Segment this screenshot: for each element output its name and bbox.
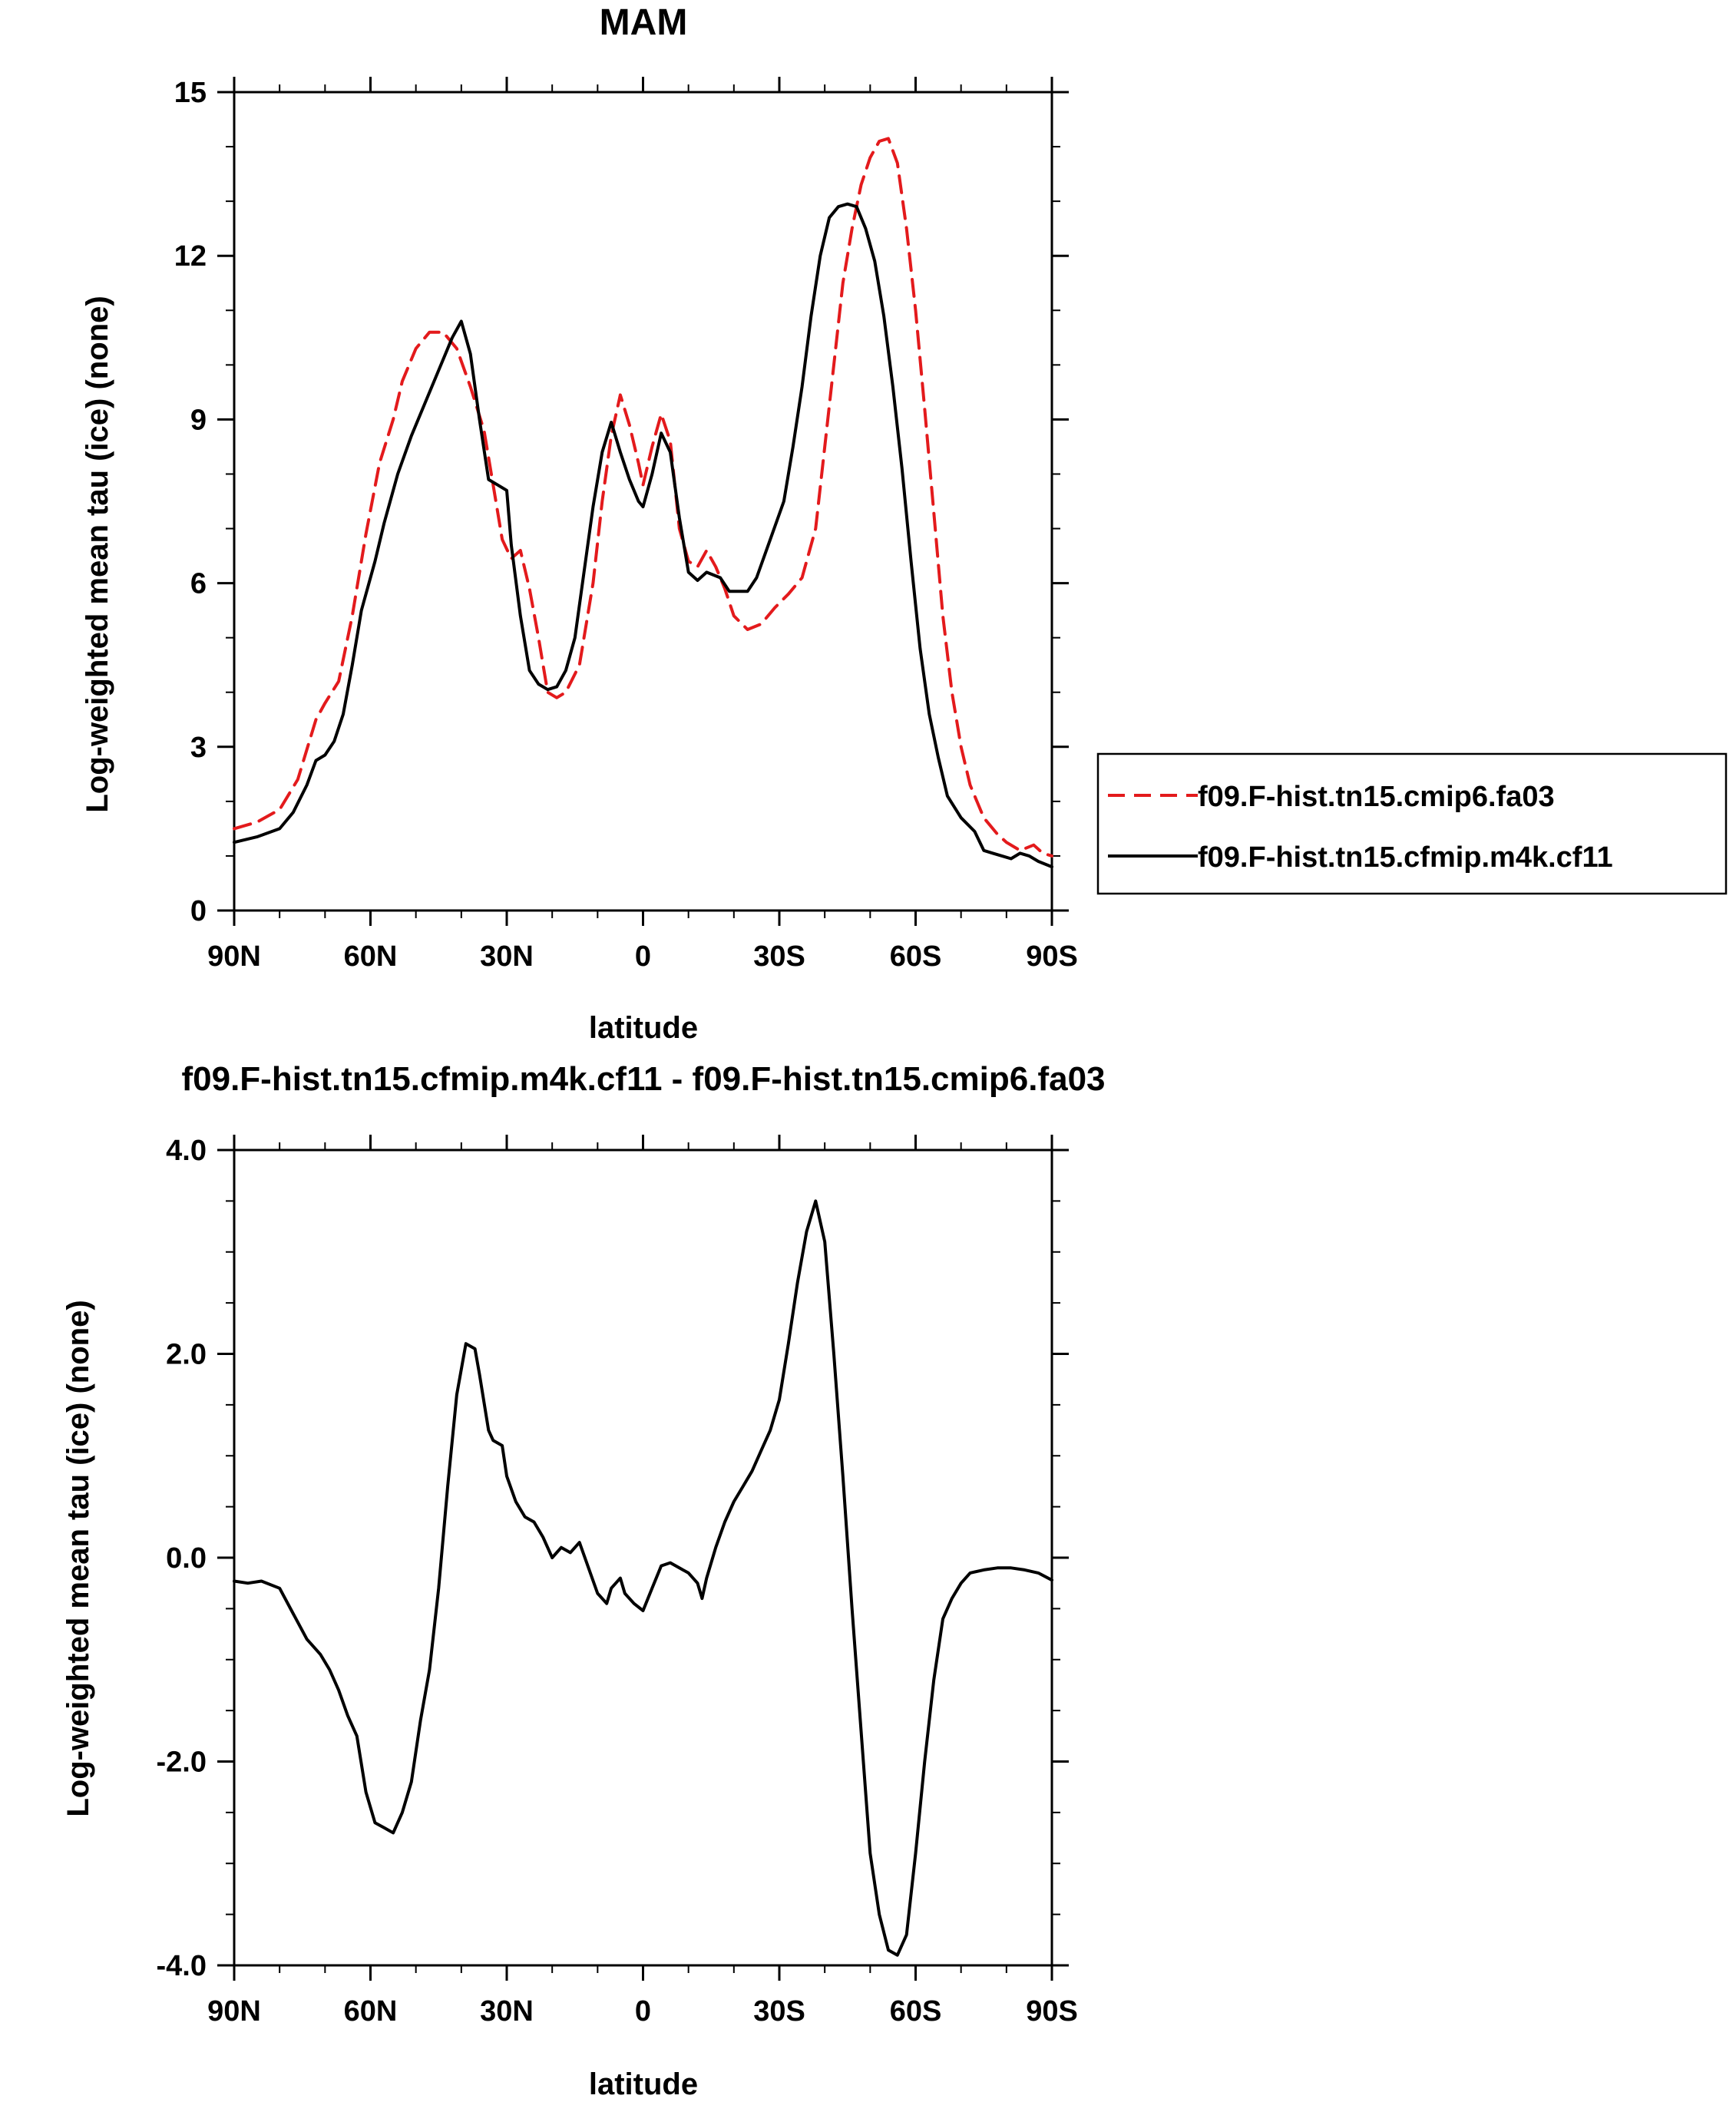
x-tick-label: 90N	[207, 1995, 261, 2028]
x-tick-label: 30N	[480, 1995, 534, 2028]
y-axis-title: Log-weighted mean tau (ice) (none)	[81, 296, 114, 812]
y-axis-title: Log-weighted mean tau (ice) (none)	[61, 1300, 95, 1816]
y-tick-label: -2.0	[157, 1747, 207, 1779]
x-tick-label: 30S	[753, 940, 805, 973]
legend: f09.F-hist.tn15.cmip6.fa03 f09.F-hist.tn…	[1096, 752, 1728, 895]
legend-entry-m4k: f09.F-hist.tn15.cfmip.m4k.cf11	[1198, 841, 1613, 874]
y-tick-label: 12	[174, 240, 207, 273]
series-group	[233, 137, 1053, 869]
difference-panel: f09.F-hist.tn15.cfmip.m4k.cf11 - f09.F-h…	[61, 1060, 1106, 2101]
x-tick-label: 60S	[890, 940, 942, 973]
x-tick-label: 90S	[1026, 940, 1078, 973]
legend-box	[1096, 752, 1728, 895]
axes-frame: 90N 60N 30N 0 30S 60S 90S 0 3 6 9 12 15	[174, 77, 1078, 973]
x-axis-title: latitude	[589, 2067, 698, 2101]
x-tick-label: 0	[635, 940, 651, 973]
series-line-2	[233, 202, 1053, 869]
x-tick-label: 90S	[1026, 1995, 1078, 2028]
y-tick-label: 6	[190, 568, 207, 600]
x-tick-label: 60S	[890, 1995, 942, 2028]
y-tick-label: 9	[190, 404, 207, 436]
climatology-panel: MAM 90N 60N 30N 0 30S 60S 90S 0 3 6 9 12 15 Log-weig…	[81, 2, 1078, 1045]
axes-frame: 90N 60N 30N 0 30S 60S 90S -4.0 -2.0 0.0 2.0 4.0	[157, 1135, 1078, 2028]
y-tick-label: 3	[190, 732, 207, 764]
series-group	[233, 1199, 1053, 1957]
x-tick-label: 60N	[344, 1995, 398, 2028]
y-tick-label: 0.0	[166, 1542, 207, 1575]
x-tick-label: 0	[635, 1995, 651, 2028]
x-axis-title: latitude	[589, 1011, 698, 1045]
series-line-1	[233, 1199, 1053, 1957]
x-tick-label: 30N	[480, 940, 534, 973]
y-tick-label: 15	[174, 77, 207, 109]
difference-chart-title: f09.F-hist.tn15.cfmip.m4k.cf11 - f09.F-h…	[181, 1060, 1105, 1098]
y-tick-label: 0	[190, 895, 207, 927]
x-tick-label: 30S	[753, 1995, 805, 2028]
chart-title: MAM	[600, 2, 688, 43]
y-tick-label: 4.0	[166, 1135, 207, 1167]
y-tick-label: 2.0	[166, 1339, 207, 1371]
x-tick-label: 90N	[207, 940, 261, 973]
x-tick-label: 60N	[344, 940, 398, 973]
legend-entry-cmip6: f09.F-hist.tn15.cmip6.fa03	[1198, 781, 1555, 813]
y-tick-label: -4.0	[157, 1950, 207, 1982]
